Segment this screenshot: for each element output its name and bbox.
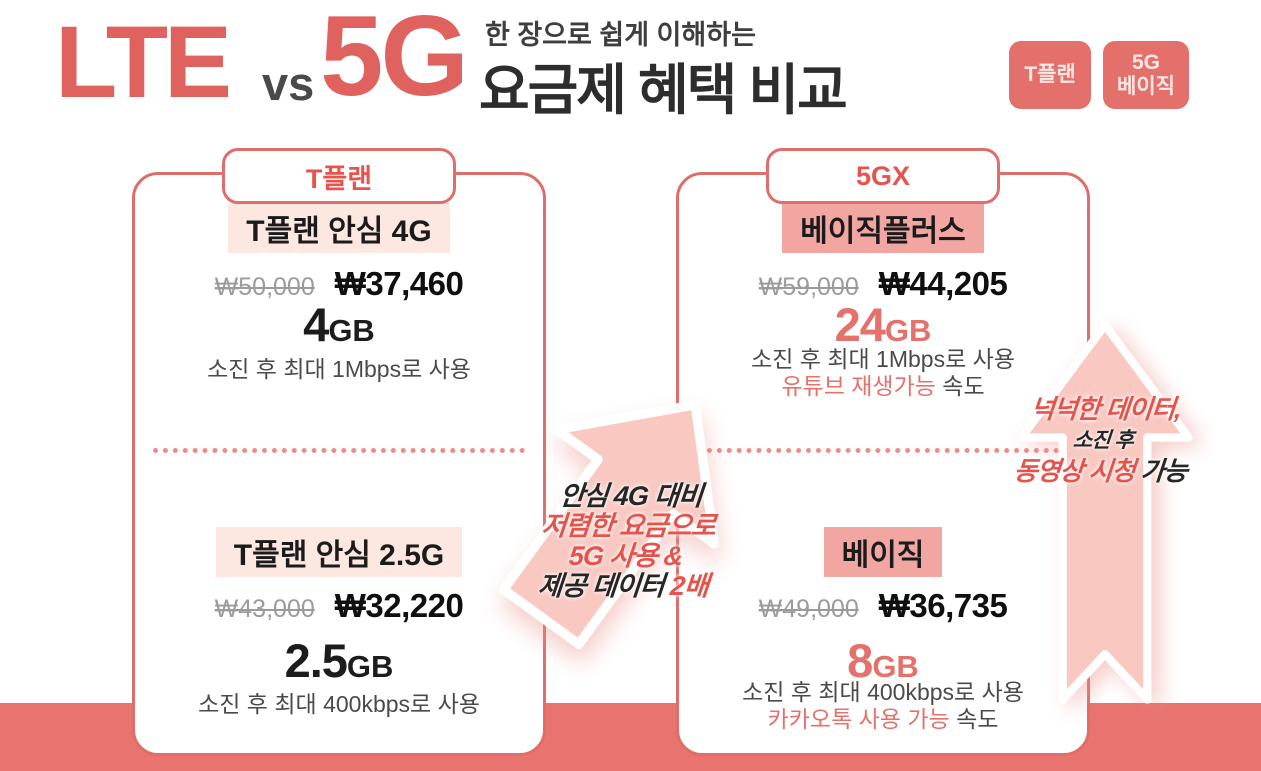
price-row: ₩49,000 ₩36,735 (679, 587, 1087, 625)
badge-tplan: T플랜 (1009, 41, 1091, 109)
price-row: ₩50,000 ₩37,460 (135, 265, 543, 303)
data-allowance: 4GB (303, 298, 375, 351)
tab-5gx-label: 5GX (855, 160, 911, 191)
tab-5gx: 5GX (766, 148, 1000, 204)
data-allowance: 2.5GB (284, 634, 394, 687)
badge-5g-line1: 5G (1131, 50, 1160, 74)
plan-name-ansim-2-5g: T플랜 안심 2.5G (135, 527, 543, 577)
badge-5g-basic: 5G 베이직 (1103, 41, 1189, 109)
price-row: ₩59,000 ₩44,205 (679, 265, 1087, 303)
card-tplan: T플랜 T플랜 안심 4G ₩50,000 ₩37,460 4GB 소진 후 최… (132, 148, 546, 756)
price-row: ₩43,000 ₩32,220 (135, 587, 543, 625)
speed-note: 소진 후 최대 1Mbps로 사용 유튜브 재생가능 속도 (751, 346, 1015, 399)
old-price: ₩59,000 (758, 273, 859, 301)
old-price: ₩50,000 (214, 273, 315, 301)
speed-note: 소진 후 최대 1Mbps로 사용 (207, 356, 471, 382)
current-price: ₩32,220 (334, 587, 464, 624)
speed-note: 소진 후 최대 400kbps로 사용 (198, 691, 480, 717)
old-price: ₩49,000 (758, 595, 859, 623)
tab-tplan: T플랜 (222, 148, 456, 204)
badge-tplan-label: T플랜 (1024, 62, 1076, 86)
badge-5g-line2: 베이직 (1117, 75, 1175, 98)
plan-name-basic: 베이직 (679, 527, 1087, 577)
dotted-divider (697, 448, 1069, 453)
title-lte: LTE (55, 5, 232, 119)
speed-note: 소진 후 최대 400kbps로 사용 카카오톡 사용 가능 속도 (742, 679, 1024, 732)
plan-name-basic-plus: 베이직플러스 (679, 203, 1087, 253)
dotted-divider (153, 448, 525, 453)
page-title: 요금제 혜택 비교 (479, 59, 848, 121)
speed-highlight: 유튜브 재생가능 (781, 373, 936, 399)
old-price: ₩43,000 (214, 595, 315, 623)
speed-highlight: 카카오톡 사용 가능 (767, 706, 950, 732)
data-allowance: 8GB (847, 634, 919, 687)
title-vs: vs (262, 57, 315, 110)
tab-tplan-label: T플랜 (305, 163, 373, 194)
callout-middle: 안심 4G 대비 저렴한 요금으로 5G 사용 & 제공 데이터 2배 (536, 481, 717, 601)
data-allowance: 24GB (834, 298, 932, 351)
current-price: ₩36,735 (878, 587, 1008, 624)
callout-right: 넉넉한 데이터, 소진 후 동영상 시청 가능 (1012, 394, 1189, 486)
current-price: ₩44,205 (878, 265, 1008, 302)
title-5g: 5G (320, 0, 469, 120)
current-price: ₩37,460 (334, 265, 464, 302)
header-subtitle: 한 장으로 쉽게 이해하는 (485, 20, 756, 50)
plan-name-ansim-4g: T플랜 안심 4G (135, 203, 543, 253)
